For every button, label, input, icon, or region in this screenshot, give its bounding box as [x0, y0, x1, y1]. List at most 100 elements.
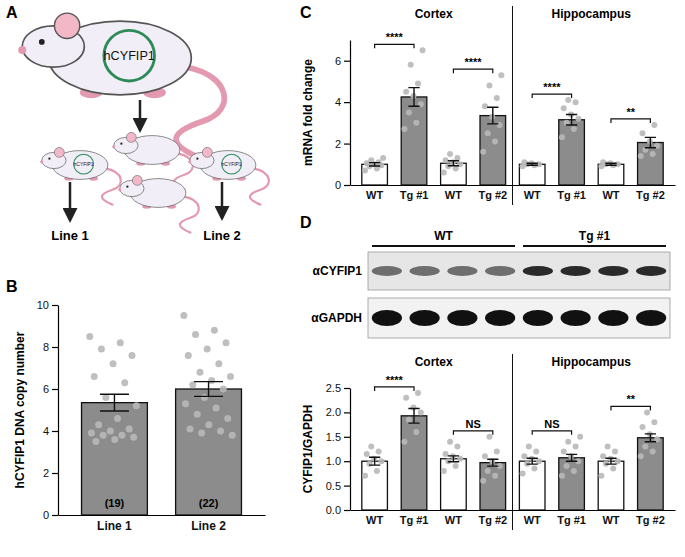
- data-point: [91, 373, 98, 380]
- y-tick-mark: [52, 347, 58, 348]
- data-point: [492, 139, 498, 145]
- facet-title: Cortex: [415, 7, 453, 21]
- blot-row-label: αCYFIP1: [313, 264, 363, 278]
- x-tick: Tg #2: [478, 514, 507, 526]
- data-point: [571, 126, 577, 132]
- blot-row-box: [368, 298, 670, 338]
- x-tick: WT: [445, 514, 462, 526]
- x-tick-label: WT: [602, 514, 619, 526]
- mouse-ear: [54, 147, 64, 157]
- y-tick-mark: [344, 143, 350, 144]
- data-point: [215, 360, 222, 367]
- data-point: [492, 473, 498, 479]
- error-bar: [369, 457, 380, 465]
- data-point: [443, 451, 449, 457]
- plasmid: [74, 154, 94, 174]
- data-point: [111, 436, 118, 443]
- error-bar: [100, 394, 129, 411]
- facet-title: Cortex: [415, 355, 453, 369]
- data-point: [217, 428, 224, 435]
- x-tick: Tg #2: [636, 514, 665, 526]
- significance-label: **: [626, 393, 635, 405]
- blot-band: [598, 266, 628, 276]
- data-point: [415, 81, 421, 87]
- data-point: [457, 456, 463, 462]
- y-tick: 8: [43, 341, 58, 353]
- plasmid-label: hCYFIP1: [104, 49, 155, 63]
- data-point: [600, 159, 606, 165]
- data-point: [133, 402, 140, 409]
- data-point: [441, 170, 447, 176]
- data-point: [638, 153, 644, 159]
- y-tick-mark: [344, 102, 350, 103]
- data-point: [180, 312, 187, 319]
- x-tick-label: Tg #2: [636, 189, 665, 201]
- data-point: [205, 421, 212, 428]
- data-point: [536, 161, 542, 167]
- data-point: [573, 444, 579, 450]
- blot-band: [410, 310, 440, 326]
- mouse-nose: [118, 188, 121, 191]
- data-point: [615, 161, 621, 167]
- data-point: [480, 149, 486, 155]
- facet-divider: [512, 6, 513, 205]
- y-axis: 0.00.51.01.52.02.5: [326, 382, 351, 516]
- mouse: hCYFIP1: [188, 147, 269, 204]
- data-point: [600, 453, 606, 459]
- data-point: [114, 415, 121, 422]
- data-point: [401, 126, 407, 132]
- y-axis: 0246: [335, 41, 351, 192]
- data-point: [526, 444, 532, 450]
- blot-band: [372, 310, 402, 326]
- y-axis-line: [350, 41, 351, 186]
- data-point: [406, 110, 412, 116]
- bar-chart: 0246WTTg #1WTTg #2WTTg #1WTTg #2mRNA fol…: [301, 6, 676, 205]
- data-point: [403, 395, 409, 401]
- data-point: [651, 419, 657, 425]
- y-tick: 6: [335, 55, 350, 67]
- x-tick-label: Tg #1: [557, 514, 586, 526]
- y-tick: 1.0: [326, 455, 350, 467]
- x-tick: WT: [366, 189, 383, 201]
- data-point: [196, 369, 203, 376]
- data-point: [362, 473, 368, 479]
- y-tick-mark: [52, 473, 58, 474]
- data-point: [485, 130, 491, 136]
- data-point: [378, 458, 384, 464]
- y-tick-label: 4: [43, 425, 49, 437]
- y-tick-label: 2.0: [326, 406, 341, 418]
- y-tick-label: 1.5: [326, 431, 341, 443]
- bar: [559, 458, 585, 510]
- plasmid-label: hCYFIP1: [74, 162, 94, 167]
- data-point: [376, 448, 382, 454]
- x-tick: WT: [445, 189, 462, 201]
- blot-band: [561, 310, 591, 326]
- significance-bracket: [375, 44, 414, 48]
- mouse-nose: [18, 46, 26, 54]
- x-tick-label: WT: [366, 514, 383, 526]
- data-point: [610, 466, 616, 472]
- data-point: [598, 473, 604, 479]
- mouse-eye: [126, 186, 128, 188]
- data-point: [447, 151, 453, 157]
- blot-band: [485, 310, 515, 326]
- error-bar: [448, 161, 459, 166]
- data-point: [443, 157, 449, 163]
- bar: [519, 164, 545, 185]
- mouse-ear: [126, 132, 136, 142]
- data-point: [494, 448, 500, 454]
- y-axis: 0246810: [37, 299, 59, 521]
- x-tick: Tg #2: [636, 189, 665, 201]
- bar: [82, 403, 148, 515]
- data-point: [498, 72, 504, 78]
- significance-bracket: [611, 119, 650, 123]
- blot-group-line: [372, 245, 515, 247]
- mouse-tail: [176, 67, 224, 159]
- blot-group-line: [523, 245, 666, 247]
- x-tick-label: WT: [445, 189, 462, 201]
- n-label: (22): [199, 497, 219, 509]
- y-tick-mark: [344, 510, 350, 511]
- x-tick: Tg #1: [557, 514, 586, 526]
- x-tick: WT: [524, 514, 541, 526]
- y-axis-title: CYFIP1/GAPDH: [301, 405, 315, 494]
